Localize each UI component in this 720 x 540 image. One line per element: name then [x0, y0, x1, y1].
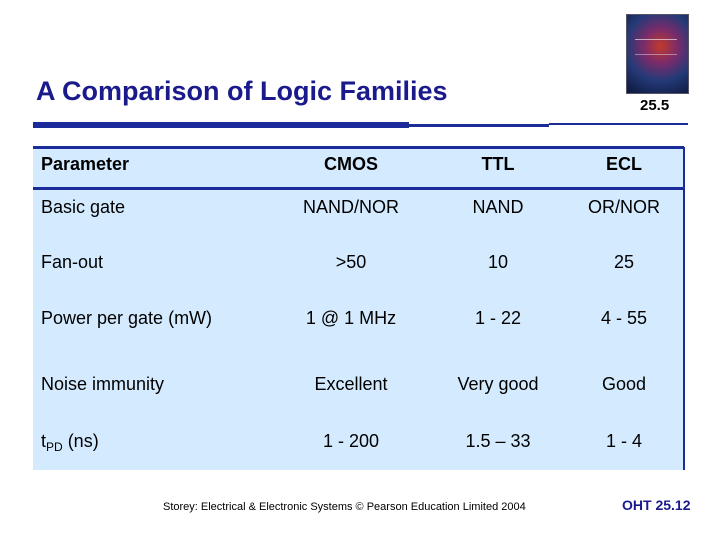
table-header-border [33, 187, 684, 190]
row-tpd-ecl: 1 - 4 [605, 431, 643, 451]
header-ecl: ECL [606, 154, 642, 174]
row-noise-ecl: Good [601, 374, 647, 394]
book-cover-image [626, 14, 689, 94]
cover-graphic [635, 39, 677, 55]
row-noise-cmos: Excellent [314, 374, 388, 394]
footer-credit: Storey: Electrical & Electronic Systems … [163, 501, 526, 513]
title-rule-medium [409, 124, 549, 127]
tpd-subscript: PD [46, 440, 63, 454]
row-noise-ttl: Very good [457, 374, 539, 394]
comparison-table [33, 147, 684, 470]
header-ttl: TTL [481, 154, 515, 174]
footer-oht-number: OHT 25.12 [622, 497, 691, 513]
slide-title: A Comparison of Logic Families [36, 76, 448, 106]
row-noise-label: Noise immunity [41, 374, 165, 394]
tpd-symbol: t [41, 431, 47, 451]
table-right-border [683, 147, 685, 470]
row-fan-out-label: Fan-out [41, 252, 104, 272]
row-fan-out-ecl: 25 [613, 252, 635, 272]
title-rule-thin [549, 123, 688, 125]
slide-number: 25.5 [640, 97, 670, 114]
row-power-ttl: 1 - 22 [474, 308, 522, 328]
row-tpd-label: tPD (ns) [41, 431, 99, 454]
row-power-ecl: 4 - 55 [600, 308, 648, 328]
row-fan-out-ttl: 10 [487, 252, 509, 272]
title-rule-thick [33, 122, 409, 128]
row-basic-gate-ttl: NAND [472, 197, 524, 217]
row-tpd-ttl: 1.5 – 33 [465, 431, 531, 451]
table-top-border [33, 146, 684, 149]
row-basic-gate-cmos: NAND/NOR [302, 197, 399, 217]
tpd-unit: (ns) [62, 431, 99, 451]
row-basic-gate-ecl: OR/NOR [588, 197, 660, 217]
row-tpd-cmos: 1 - 200 [322, 431, 380, 451]
header-cmos: CMOS [324, 154, 378, 174]
row-power-label: Power per gate (mW) [41, 308, 213, 328]
row-fan-out-cmos: >50 [335, 252, 367, 272]
row-power-cmos: 1 @ 1 MHz [305, 308, 397, 328]
header-parameter: Parameter [41, 154, 130, 174]
row-basic-gate-label: Basic gate [41, 197, 126, 217]
